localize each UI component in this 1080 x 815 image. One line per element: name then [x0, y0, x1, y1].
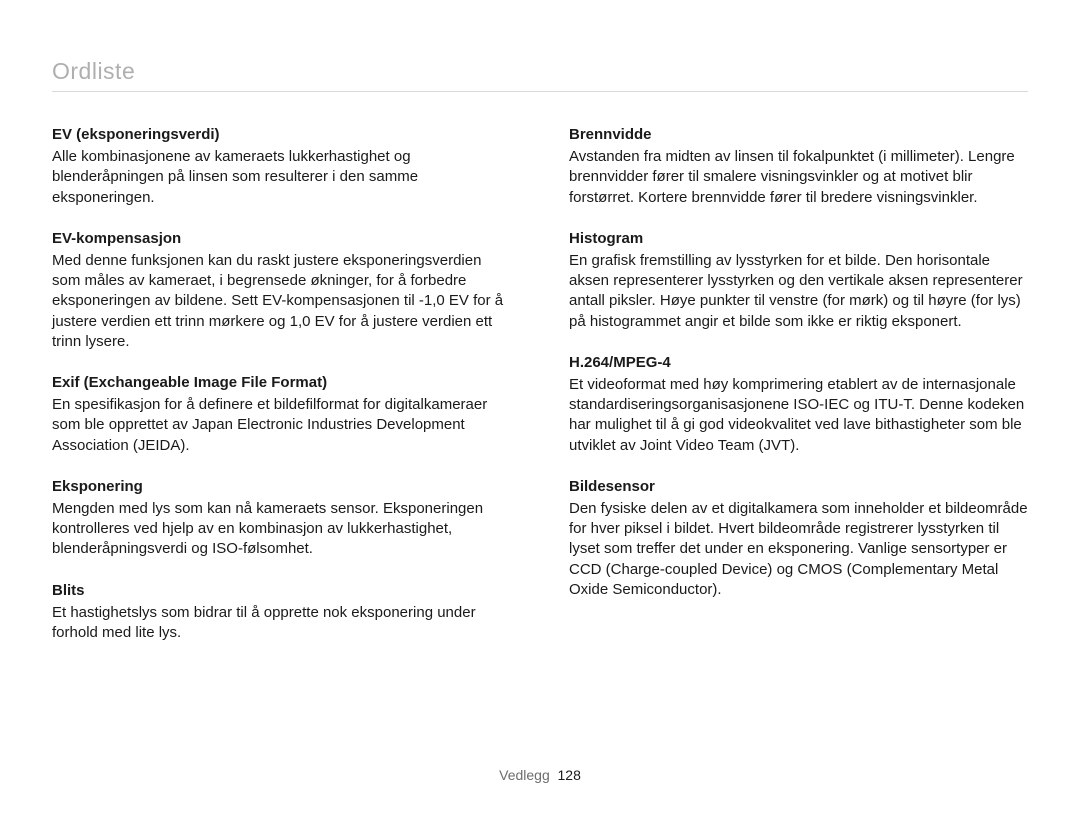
- glossary-entry: Bildesensor Den fysiske delen av et digi…: [569, 478, 1028, 600]
- glossary-entry: Blits Et hastighetslys som bidrar til å …: [52, 582, 511, 644]
- entry-definition: En spesifikasjon for å definere et bilde…: [52, 395, 511, 456]
- page-footer: Vedlegg 128: [0, 767, 1080, 783]
- columns-container: EV (eksponeringsverdi) Alle kombinasjone…: [52, 126, 1028, 665]
- glossary-entry: Exif (Exchangeable Image File Format) En…: [52, 374, 511, 456]
- entry-definition: Alle kombinasjonene av kameraets lukkerh…: [52, 147, 511, 208]
- glossary-entry: Brennvidde Avstanden fra midten av linse…: [569, 126, 1028, 208]
- entry-term: EV (eksponeringsverdi): [52, 126, 511, 143]
- right-column: Brennvidde Avstanden fra midten av linse…: [569, 126, 1028, 665]
- left-column: EV (eksponeringsverdi) Alle kombinasjone…: [52, 126, 511, 665]
- entry-term: H.264/MPEG-4: [569, 354, 1028, 371]
- entry-definition: Med denne funksjonen kan du raskt juster…: [52, 251, 511, 352]
- entry-term: Brennvidde: [569, 126, 1028, 143]
- entry-term: Eksponering: [52, 478, 511, 495]
- glossary-entry: Histogram En grafisk fremstilling av lys…: [569, 230, 1028, 332]
- entry-term: EV-kompensasjon: [52, 230, 511, 247]
- footer-section: Vedlegg: [499, 767, 550, 783]
- entry-term: Blits: [52, 582, 511, 599]
- glossary-entry: H.264/MPEG-4 Et videoformat med høy komp…: [569, 354, 1028, 456]
- footer-page-number: 128: [558, 767, 581, 783]
- entry-definition: Et hastighetslys som bidrar til å oppret…: [52, 603, 511, 644]
- entry-term: Histogram: [569, 230, 1028, 247]
- entry-term: Exif (Exchangeable Image File Format): [52, 374, 511, 391]
- page-title: Ordliste: [52, 58, 1028, 92]
- glossary-entry: EV (eksponeringsverdi) Alle kombinasjone…: [52, 126, 511, 208]
- glossary-entry: Eksponering Mengden med lys som kan nå k…: [52, 478, 511, 560]
- entry-term: Bildesensor: [569, 478, 1028, 495]
- entry-definition: En grafisk fremstilling av lysstyrken fo…: [569, 251, 1028, 332]
- entry-definition: Mengden med lys som kan nå kameraets sen…: [52, 499, 511, 560]
- document-page: Ordliste EV (eksponeringsverdi) Alle kom…: [0, 0, 1080, 815]
- entry-definition: Avstanden fra midten av linsen til fokal…: [569, 147, 1028, 208]
- glossary-entry: EV-kompensasjon Med denne funksjonen kan…: [52, 230, 511, 352]
- entry-definition: Den fysiske delen av et digitalkamera so…: [569, 499, 1028, 600]
- entry-definition: Et videoformat med høy komprimering etab…: [569, 375, 1028, 456]
